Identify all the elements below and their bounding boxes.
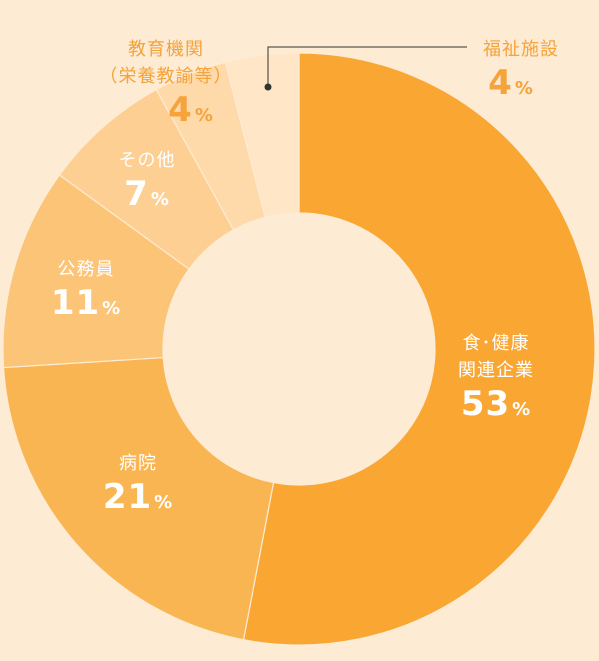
slice-value: 53 <box>460 384 511 424</box>
slice-unit: % <box>514 78 534 99</box>
slice-value: 7 <box>124 174 149 214</box>
slice-label-other: その他 7% <box>107 147 187 220</box>
slice-percent: 53% <box>441 384 551 430</box>
slice-hospital <box>2 356 275 641</box>
slice-percent: 11% <box>41 283 131 329</box>
slice-name-line: 公務員 <box>57 259 115 280</box>
slice-name-line: 関連企業 <box>458 360 534 381</box>
slice-label-civil-servant: 公務員 11% <box>41 256 131 329</box>
slice-welfare <box>224 52 300 219</box>
slice-name-line: その他 <box>118 150 176 171</box>
slice-label-education: 教育機関 （栄養教諭等） 4% <box>86 36 246 136</box>
slice-unit: % <box>154 492 174 513</box>
slice-name-line: （栄養教諭等） <box>99 66 233 87</box>
slice-percent: 21% <box>93 477 183 523</box>
slice-name-line: 病院 <box>119 453 157 474</box>
welfare-leader-line <box>267 46 467 86</box>
slice-value: 11 <box>50 283 101 323</box>
slice-value: 21 <box>102 477 153 517</box>
slice-label-food-health: 食･健康 関連企業 53% <box>441 330 551 430</box>
slice-unit: % <box>512 399 532 420</box>
slice-civil-servant <box>2 174 190 369</box>
slice-food-health <box>242 52 596 646</box>
welfare-leader-dot <box>264 83 272 91</box>
slice-unit: % <box>150 189 170 210</box>
slice-percent: 4% <box>136 90 246 136</box>
slice-percent: 7% <box>107 174 187 220</box>
slice-unit: % <box>194 105 214 126</box>
slice-label-welfare: 福祉施設 4% <box>466 36 576 109</box>
slice-name-line: 教育機関 <box>128 39 204 60</box>
slice-value: 4 <box>488 63 513 103</box>
slice-name-line: 食･健康 <box>462 333 530 354</box>
slice-label-hospital: 病院 21% <box>93 450 183 523</box>
slice-unit: % <box>102 298 122 319</box>
slice-name-line: 福祉施設 <box>483 39 559 60</box>
slice-percent: 4% <box>466 63 556 109</box>
slice-value: 4 <box>168 90 193 130</box>
